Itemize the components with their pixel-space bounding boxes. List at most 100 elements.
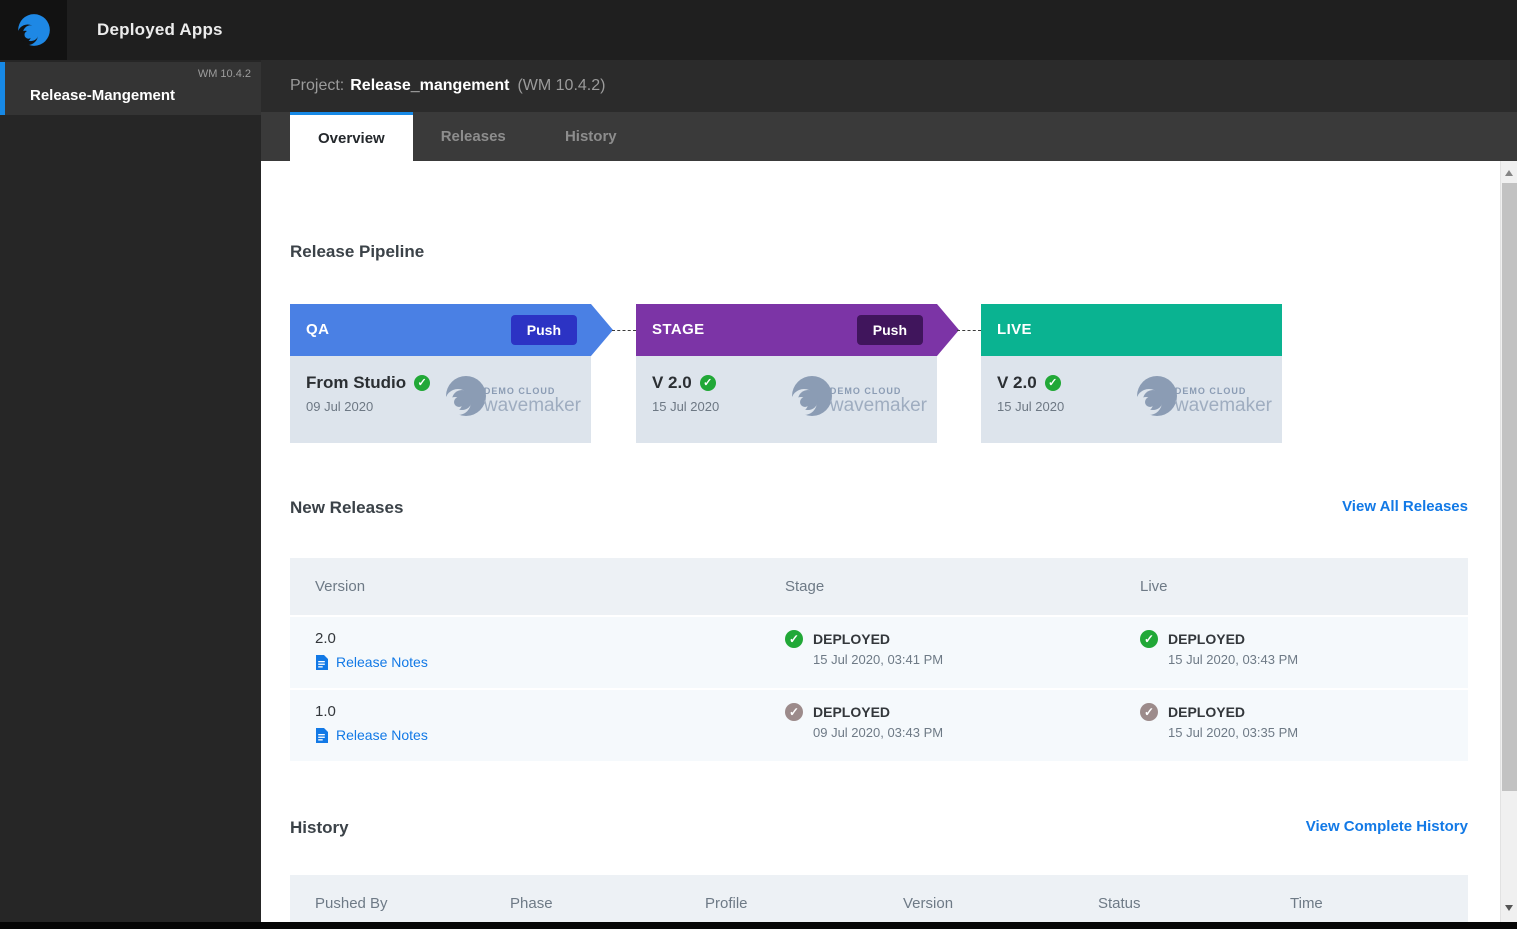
version-value: 1.0 — [315, 703, 336, 720]
scroll-up-arrow-icon[interactable] — [1501, 164, 1517, 181]
qa-date: 09 Jul 2020 — [306, 399, 374, 414]
stage-stage-name: STAGE — [652, 321, 705, 338]
live-status-time: 15 Jul 2020, 03:43 PM — [1168, 652, 1299, 667]
cloud-logo-line1: DEMO CLOUD — [1174, 385, 1247, 396]
stage-card-body: V 2.0 ✓ 15 Jul 2020 — [636, 356, 937, 443]
project-name: Release_mangement — [350, 77, 510, 94]
column-header-stage: Stage — [785, 578, 825, 595]
pipeline-card-stage: STAGE Push V 2.0 ✓ 15 Jul 2020 — [636, 304, 959, 443]
column-header-version: Version — [315, 578, 366, 595]
stage-arrow-icon — [937, 304, 959, 356]
tab-history[interactable]: History — [564, 128, 617, 145]
main-area: Project: Release_mangement (WM 10.4.2) O… — [261, 60, 1517, 922]
project-header: Project: Release_mangement (WM 10.4.2) — [261, 60, 1517, 112]
column-header-version: Version — [903, 895, 954, 912]
history-table: Pushed By Phase Profile Version Status T… — [290, 875, 1468, 922]
pipeline-connector — [957, 330, 981, 331]
tab-overview[interactable]: Overview — [290, 112, 413, 161]
table-row: 1.0 Release Notes — [290, 688, 1468, 761]
stage-status-time: 15 Jul 2020, 03:41 PM — [813, 652, 944, 667]
pipeline-card-qa: QA Push From Studio ✓ 09 Jul 2020 — [290, 304, 613, 443]
stage-cloud-logo: DEMO CLOUD wavemaker — [788, 372, 927, 420]
deployed-check-stale-icon: ✓ — [1140, 703, 1158, 721]
column-header-status: Status — [1098, 895, 1141, 912]
live-status-time: 15 Jul 2020, 03:35 PM — [1168, 725, 1299, 740]
pipeline-card-live: LIVE V 2.0 ✓ 15 Jul 2020 — [981, 304, 1282, 443]
live-stage-name: LIVE — [997, 321, 1032, 338]
stage-card-header: STAGE Push — [636, 304, 959, 356]
sidebar-project-version: WM 10.4.2 — [197, 68, 251, 80]
live-card-header: LIVE — [981, 304, 1282, 356]
release-notes-label: Release Notes — [336, 727, 428, 743]
qa-push-button[interactable]: Push — [510, 315, 577, 345]
stage-date: 15 Jul 2020 — [652, 399, 720, 414]
tab-bar: Overview Releases History — [261, 112, 1517, 161]
new-releases-table: Version Stage Live 2.0 — [290, 558, 1468, 761]
live-cloud-logo: DEMO CLOUD wavemaker — [1133, 372, 1272, 420]
scroll-down-arrow-icon[interactable] — [1501, 899, 1517, 916]
release-notes-link[interactable]: Release Notes — [315, 654, 428, 670]
live-date: 15 Jul 2020 — [997, 399, 1065, 414]
pipeline-connector — [612, 330, 636, 331]
vertical-scrollbar[interactable] — [1500, 161, 1517, 922]
top-bar: Deployed Apps — [0, 0, 1517, 60]
history-table-header: Pushed By Phase Profile Version Status T… — [290, 875, 1468, 922]
stage-status: DEPLOYED — [813, 631, 891, 647]
scrollbar-thumb[interactable] — [1502, 183, 1517, 791]
version-cell: 1.0 Release Notes — [290, 690, 760, 761]
stage-version: V 2.0 — [652, 373, 692, 392]
deployed-check-icon: ✓ — [785, 630, 803, 648]
column-header-live: Live — [1140, 578, 1168, 595]
stage-push-button[interactable]: Push — [856, 315, 923, 345]
live-status-cell: ✓ DEPLOYED 15 Jul 2020, 03:43 PM — [1115, 617, 1468, 688]
qa-arrow-icon — [591, 304, 613, 356]
tab-releases[interactable]: Releases — [440, 128, 506, 145]
column-header-phase: Phase — [510, 895, 553, 912]
live-version: V 2.0 — [997, 373, 1037, 392]
live-status: DEPLOYED — [1168, 704, 1246, 720]
new-releases-title: New Releases — [290, 498, 404, 517]
wavemaker-logo-button[interactable] — [0, 0, 67, 60]
cloud-logo-line1: DEMO CLOUD — [483, 385, 556, 396]
live-status: DEPLOYED — [1168, 631, 1246, 647]
project-version: (WM 10.4.2) — [517, 77, 606, 94]
qa-card-header: QA Push — [290, 304, 613, 356]
cloud-logo-line2: wavemaker — [829, 394, 927, 416]
wavemaker-logo-icon — [444, 376, 486, 416]
release-pipeline-title: Release Pipeline — [290, 242, 425, 261]
release-notes-label: Release Notes — [336, 654, 428, 670]
live-success-check-icon: ✓ — [1044, 375, 1061, 391]
stage-status-cell: ✓ DEPLOYED 09 Jul 2020, 03:43 PM — [760, 690, 1115, 761]
content-panel: Release Pipeline QA Push From Studio ✓ — [261, 161, 1517, 922]
sidebar-project-name: Release-Mangement — [30, 87, 176, 104]
view-all-releases-link[interactable]: View All Releases — [1342, 498, 1468, 515]
sidebar: Release-Mangement WM 10.4.2 — [0, 60, 261, 922]
view-complete-history-link[interactable]: View Complete History — [1305, 818, 1468, 835]
window-bottom-edge — [0, 922, 1517, 929]
stage-success-check-icon: ✓ — [699, 375, 716, 391]
document-icon — [316, 727, 328, 743]
wavemaker-logo-icon — [790, 376, 832, 416]
qa-cloud-logo: DEMO CLOUD wavemaker — [442, 372, 581, 420]
cloud-logo-line2: wavemaker — [1174, 394, 1272, 416]
wavemaker-logo-icon — [16, 14, 50, 46]
qa-success-check-icon: ✓ — [414, 375, 431, 391]
deployed-check-icon: ✓ — [1140, 630, 1158, 648]
qa-stage-name: QA — [306, 321, 330, 338]
stage-status: DEPLOYED — [813, 704, 891, 720]
cloud-logo-line1: DEMO CLOUD — [829, 385, 902, 396]
history-title: History — [290, 818, 349, 837]
page-title: Deployed Apps — [97, 20, 223, 39]
qa-card-body: From Studio ✓ 09 Jul 2020 — [290, 356, 591, 443]
release-pipeline: QA Push From Studio ✓ 09 Jul 2020 — [290, 304, 1468, 443]
table-row: 2.0 Release Notes — [290, 615, 1468, 688]
version-value: 2.0 — [315, 630, 336, 647]
qa-version: From Studio — [306, 373, 407, 392]
stage-status-cell: ✓ DEPLOYED 15 Jul 2020, 03:41 PM — [760, 617, 1115, 688]
cloud-logo-line2: wavemaker — [483, 394, 581, 416]
sidebar-item-project[interactable]: Release-Mangement WM 10.4.2 — [0, 62, 261, 115]
column-header-time: Time — [1290, 895, 1323, 912]
release-notes-link[interactable]: Release Notes — [315, 727, 428, 743]
project-label: Project: — [290, 77, 345, 94]
column-header-profile: Profile — [705, 895, 748, 912]
